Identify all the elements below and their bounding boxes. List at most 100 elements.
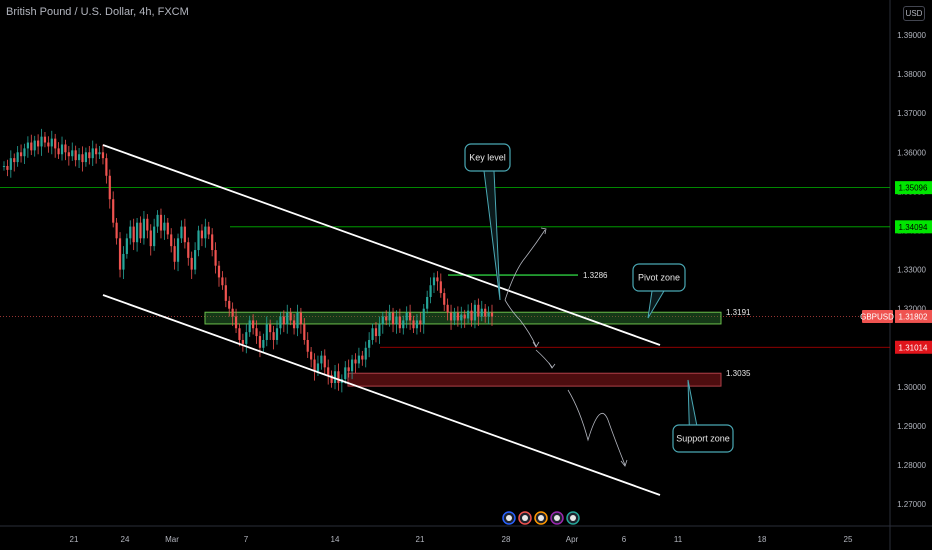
- candle-body: [344, 367, 347, 380]
- candle-body: [245, 332, 248, 344]
- y-tick-label: 1.39000: [897, 31, 926, 40]
- candle-body: [470, 310, 473, 321]
- price-tag: [895, 220, 932, 234]
- y-tick-label: 1.37000: [897, 109, 926, 118]
- candle-body: [50, 138, 53, 147]
- candle-body: [388, 312, 391, 321]
- candle-body: [112, 199, 115, 223]
- candle-body: [125, 238, 128, 254]
- candle-body: [269, 324, 272, 333]
- candle-body: [391, 312, 395, 325]
- candle-body: [381, 316, 384, 325]
- level-label: 1.3191: [726, 308, 751, 317]
- candle-body: [187, 242, 190, 258]
- candle-body: [323, 355, 326, 368]
- price-tag-label: 1.34094: [899, 223, 928, 232]
- candle-body: [37, 140, 40, 147]
- candle-body: [159, 214, 163, 231]
- candle-body: [57, 148, 60, 155]
- candle-body: [105, 158, 108, 176]
- candle-body: [252, 320, 255, 329]
- event-flag-dot: [506, 515, 512, 521]
- candle-body: [217, 265, 221, 278]
- candle-body: [429, 285, 432, 297]
- candle-body: [272, 332, 275, 340]
- candle-body: [163, 222, 166, 231]
- candle-body: [156, 214, 159, 227]
- candle-body: [101, 152, 105, 159]
- candle-body: [453, 312, 456, 321]
- candle-body: [166, 222, 169, 235]
- channel-lower-line: [102, 294, 661, 496]
- candle-body: [30, 142, 33, 151]
- projection-arrows: [504, 227, 628, 467]
- candle-body: [180, 226, 183, 239]
- candle-body: [463, 314, 466, 319]
- candle-body: [310, 351, 313, 360]
- candle-body: [231, 308, 234, 317]
- candle-body: [228, 300, 231, 309]
- candle-body: [364, 347, 367, 360]
- x-tick-label: 7: [244, 535, 249, 544]
- candle-body: [2, 165, 6, 167]
- chart-title: British Pound / U.S. Dollar, 4h, FXCM: [6, 6, 189, 18]
- current-price-label: 1.31802: [899, 312, 928, 321]
- candle-body: [91, 148, 94, 159]
- candle-body: [146, 218, 149, 231]
- candle-body: [327, 367, 330, 376]
- candle-body: [299, 312, 302, 325]
- candle-body: [443, 293, 446, 305]
- candle-body: [54, 138, 57, 149]
- candle-body: [490, 312, 494, 317]
- y-tick-label: 1.28000: [897, 461, 926, 470]
- candle-body: [467, 310, 470, 319]
- indicator-badges: [502, 511, 580, 525]
- candle-body: [108, 175, 111, 200]
- candle-body: [98, 152, 101, 155]
- candle-body: [289, 312, 292, 321]
- y-tick-label: 1.32000: [897, 305, 926, 314]
- candle-body: [9, 158, 12, 170]
- candle-body: [26, 142, 29, 149]
- candle-body: [60, 144, 64, 155]
- price-tag-label: 1.31014: [899, 343, 928, 352]
- candle-body: [135, 222, 139, 243]
- candle-body: [337, 371, 340, 383]
- candle-body: [122, 253, 125, 270]
- candle-body: [316, 363, 320, 372]
- candle-body: [197, 230, 200, 251]
- x-tick-label: Mar: [165, 535, 179, 544]
- candle-body: [142, 218, 146, 239]
- candle-body: [170, 234, 173, 247]
- candle-body: [262, 339, 265, 348]
- event-flag-dot: [522, 515, 528, 521]
- candle-body: [190, 257, 193, 270]
- x-tick-label: 21: [416, 535, 425, 544]
- pivot-zone-box: [204, 311, 722, 325]
- callout-box: [464, 143, 511, 172]
- candle-body: [286, 312, 289, 325]
- candle-body: [149, 230, 152, 247]
- callout-box: [672, 424, 734, 453]
- x-tick-label: 24: [121, 535, 130, 544]
- candle-body: [460, 314, 463, 321]
- candle-body: [64, 144, 67, 153]
- candle-body: [129, 226, 132, 239]
- y-tick-label: 1.36000: [897, 148, 926, 157]
- event-flag-dot: [554, 515, 560, 521]
- candle-body: [221, 277, 224, 286]
- candle-body: [132, 226, 135, 243]
- candle-body: [330, 375, 333, 383]
- price-tag: [895, 181, 932, 195]
- candle-body: [88, 152, 91, 159]
- callout-box: [632, 263, 686, 292]
- candle-body: [275, 328, 279, 340]
- currency-button[interactable]: USD: [903, 6, 925, 21]
- callout-label: Key level: [469, 153, 506, 163]
- candle-body: [13, 158, 16, 163]
- candle-body: [241, 339, 244, 344]
- candle-body: [282, 316, 285, 325]
- candle-body: [248, 320, 251, 333]
